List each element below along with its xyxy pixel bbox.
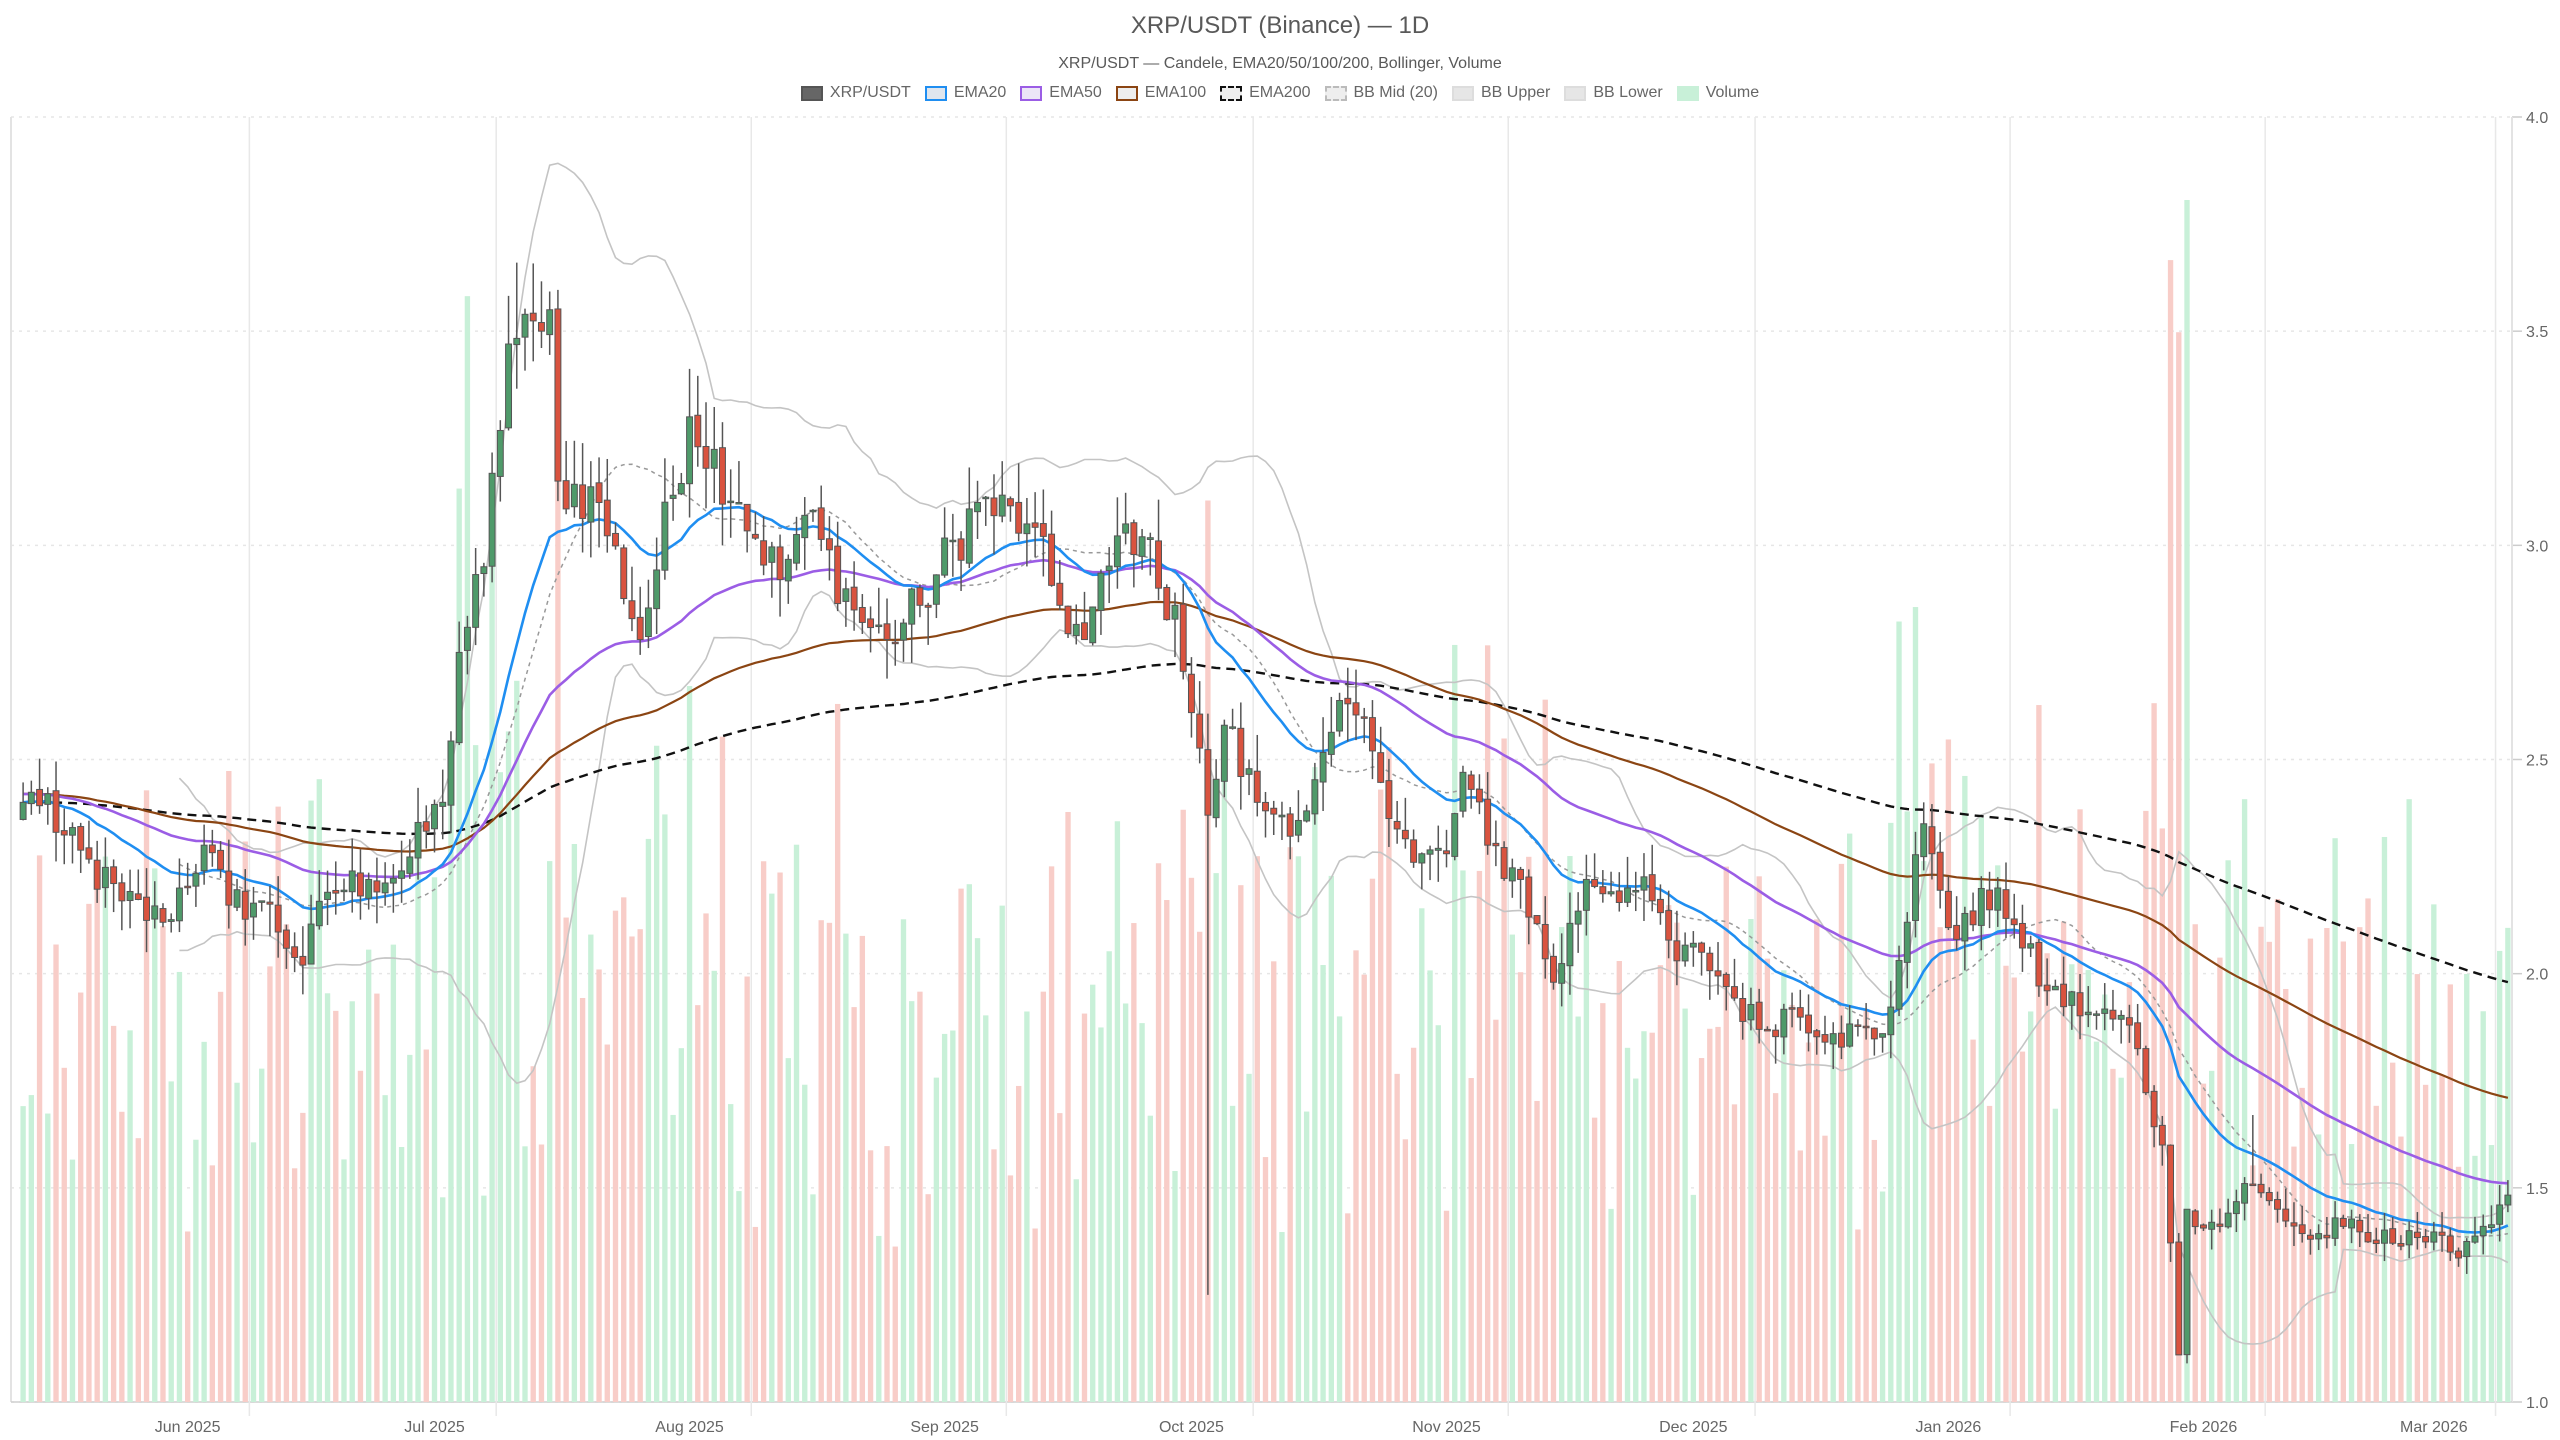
- x-tick-label: Nov 2025: [1412, 1419, 1481, 1436]
- legend-item-bb-upper[interactable]: BB Upper: [1451, 84, 1551, 102]
- x-tick-label: Jun 2025: [155, 1419, 221, 1436]
- legend-label: EMA20: [953, 84, 1007, 101]
- ema200-line: [23, 662, 2509, 984]
- legend-swatch-icon: [924, 85, 947, 101]
- legend-item-xrp-usdt[interactable]: XRP/USDT: [800, 84, 911, 102]
- x-tick-label: Aug 2025: [655, 1419, 724, 1436]
- legend-item-ema100[interactable]: EMA100: [1115, 84, 1207, 102]
- y-tick-label: 1.0: [2526, 1395, 2548, 1412]
- legend-swatch-icon: [1676, 85, 1699, 101]
- candles: [19, 262, 2512, 1364]
- legend-item-bb-mid-20-[interactable]: BB Mid (20): [1324, 84, 1438, 102]
- x-tick-label: Jul 2025: [404, 1419, 465, 1436]
- legend-label: XRP/USDT: [829, 84, 911, 101]
- x-tick-label: Feb 2026: [2170, 1419, 2238, 1436]
- y-tick-label: 2.0: [2526, 967, 2548, 984]
- legend-label: BB Upper: [1480, 84, 1551, 101]
- legend-item-volume[interactable]: Volume: [1676, 84, 1760, 102]
- ema100-line: [23, 600, 2509, 1099]
- legend-swatch-icon: [1020, 85, 1043, 101]
- x-tick-label: Oct 2025: [1159, 1419, 1224, 1436]
- bb-mid-line: [179, 463, 2509, 1238]
- legend-item-ema20[interactable]: EMA20: [924, 84, 1007, 102]
- legend-swatch-icon: [800, 85, 823, 101]
- y-tick-label: 4.0: [2526, 110, 2548, 127]
- x-tick-label: Sep 2025: [910, 1419, 979, 1436]
- y-tick-label: 3.5: [2526, 324, 2548, 341]
- legend-swatch-icon: [1115, 85, 1138, 101]
- y-tick-label: 2.5: [2526, 753, 2548, 770]
- legend-swatch-icon: [1564, 85, 1587, 101]
- legend-label: BB Lower: [1593, 84, 1663, 101]
- legend-label: EMA50: [1049, 84, 1102, 101]
- legend-label: EMA200: [1249, 84, 1311, 101]
- legend-item-ema50[interactable]: EMA50: [1020, 84, 1102, 102]
- legend-label: Volume: [1705, 84, 1760, 101]
- chart-subtitle: XRP/USDT — Candele, EMA20/50/100/200, Bo…: [1058, 55, 1502, 72]
- legend-item-bb-lower[interactable]: BB Lower: [1564, 84, 1663, 102]
- indicator-lines: [22, 162, 2509, 1345]
- legend-label: EMA100: [1144, 84, 1207, 101]
- x-tick-label: Dec 2025: [1659, 1419, 1728, 1436]
- legend-swatch-icon: [1324, 85, 1347, 101]
- chart-title: XRP/USDT (Binance) — 1D: [1130, 12, 1430, 39]
- legend-item-ema200[interactable]: EMA200: [1220, 84, 1311, 102]
- bb-upper-line: [178, 162, 2509, 1219]
- x-tick-label: Jan 2026: [1915, 1419, 1981, 1436]
- chart-legend: XRP/USDT EMA20 EMA50 EMA100 EMA200 BB Mid (20…: [0, 84, 2560, 102]
- legend-swatch-icon: [1220, 85, 1243, 101]
- volume-bars: [20, 200, 2511, 1403]
- legend-swatch-icon: [1451, 85, 1474, 101]
- y-tick-label: 1.5: [2526, 1181, 2548, 1198]
- legend-label: BB Mid (20): [1353, 84, 1438, 101]
- ema20-line: [22, 505, 2509, 1234]
- x-tick-label: Mar 2026: [2400, 1419, 2468, 1436]
- bb-lower-line: [179, 590, 2509, 1345]
- y-tick-label: 3.0: [2526, 538, 2548, 555]
